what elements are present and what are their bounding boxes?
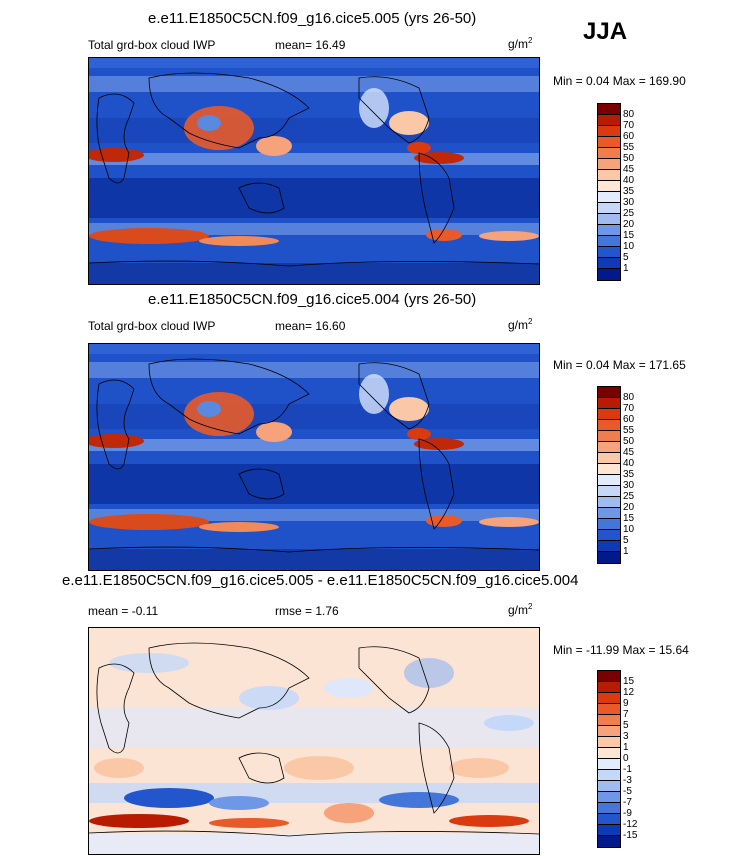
panel1-mean-label: mean= 16.49 bbox=[275, 38, 346, 52]
panel3-cb-tick: 5 bbox=[623, 720, 629, 731]
panel1-cb-tick: 80 bbox=[623, 109, 635, 120]
panel1-variable-label: Total grd-box cloud IWP bbox=[88, 38, 216, 52]
panel1-title: e.e11.E1850C5CN.f09_g16.cice5.005 (yrs 2… bbox=[148, 10, 477, 27]
panel2-cb-tick: 50 bbox=[623, 436, 635, 447]
panel2-cb-tick: 40 bbox=[623, 458, 635, 469]
panel3-minmax: Min = -11.99 Max = 15.64 bbox=[553, 643, 689, 657]
panel3-cb-tick: -15 bbox=[623, 830, 638, 841]
panel2-colorbar bbox=[597, 386, 621, 564]
panel3-cb-tick: -3 bbox=[623, 775, 632, 786]
panel2-mean-label: mean= 16.60 bbox=[275, 319, 346, 333]
panel3-cb-tick: 7 bbox=[623, 709, 629, 720]
panel2-cb-tick: 60 bbox=[623, 414, 635, 425]
panel1-cb-tick: 20 bbox=[623, 219, 635, 230]
panel1-minmax: Min = 0.04 Max = 169.90 bbox=[553, 74, 686, 88]
panel2-cb-tick: 1 bbox=[623, 546, 629, 557]
panel2-cb-tick: 70 bbox=[623, 403, 635, 414]
panel2-cb-tick: 20 bbox=[623, 502, 635, 513]
panel1-cb-tick: 35 bbox=[623, 186, 635, 197]
panel2-map-field bbox=[89, 344, 539, 570]
panel2-variable-label: Total grd-box cloud IWP bbox=[88, 319, 216, 333]
panel3-cb-tick: 15 bbox=[623, 676, 635, 687]
panel1-map bbox=[88, 57, 540, 285]
panel1-cb-tick: 1 bbox=[623, 263, 629, 274]
panel1-cb-tick: 30 bbox=[623, 197, 635, 208]
panel1-cb-tick: 5 bbox=[623, 252, 629, 263]
panel3-cb-tick: -5 bbox=[623, 786, 632, 797]
panel3-cb-tick: 9 bbox=[623, 698, 629, 709]
panel3-units: g/m2 bbox=[508, 602, 533, 617]
panel1-cb-tick: 50 bbox=[623, 153, 635, 164]
panel1-colorbar bbox=[597, 103, 621, 281]
panel2-cb-tick: 15 bbox=[623, 513, 635, 524]
panel2-cb-tick: 5 bbox=[623, 535, 629, 546]
panel3-colorbar bbox=[597, 670, 621, 848]
panel2-cb-tick: 10 bbox=[623, 524, 635, 535]
panel2-cb-tick: 45 bbox=[623, 447, 635, 458]
panel1-cb-tick: 40 bbox=[623, 175, 635, 186]
panel3-cb-tick: -9 bbox=[623, 808, 632, 819]
panel3-cb-tick: -7 bbox=[623, 797, 632, 808]
panel3-rmse-label: rmse = 1.76 bbox=[275, 604, 339, 618]
panel3-cb-tick: 1 bbox=[623, 742, 629, 753]
panel1-cb-tick: 15 bbox=[623, 230, 635, 241]
panel2-title: e.e11.E1850C5CN.f09_g16.cice5.004 (yrs 2… bbox=[148, 291, 477, 308]
panel1-cb-tick: 10 bbox=[623, 241, 635, 252]
panel2-cb-tick: 80 bbox=[623, 392, 635, 403]
panel1-cb-tick: 60 bbox=[623, 131, 635, 142]
panel3-map-field bbox=[89, 628, 539, 854]
panel2-map bbox=[88, 343, 540, 571]
panel2-cb-tick: 35 bbox=[623, 469, 635, 480]
panel2-cb-tick: 30 bbox=[623, 480, 635, 491]
panel3-cb-tick: -12 bbox=[623, 819, 638, 830]
panel1-cb-tick: 45 bbox=[623, 164, 635, 175]
panel1-units: g/m2 bbox=[508, 36, 533, 51]
panel2-units: g/m2 bbox=[508, 317, 533, 332]
panel2-cb-tick: 25 bbox=[623, 491, 635, 502]
panel3-cb-tick: -1 bbox=[623, 764, 632, 775]
panel3-cb-tick: 0 bbox=[623, 753, 629, 764]
panel1-map-field bbox=[89, 58, 539, 284]
panel1-cb-tick: 70 bbox=[623, 120, 635, 131]
panel1-cb-tick: 25 bbox=[623, 208, 635, 219]
panel3-mean-label: mean = -0.11 bbox=[88, 604, 159, 618]
panel2-cb-tick: 55 bbox=[623, 425, 635, 436]
season-label: JJA bbox=[583, 18, 628, 45]
panel3-cb-tick: 3 bbox=[623, 731, 629, 742]
panel3-title: e.e11.E1850C5CN.f09_g16.cice5.005 - e.e1… bbox=[62, 572, 579, 589]
panel3-map bbox=[88, 627, 540, 855]
panel3-cb-tick: 12 bbox=[623, 687, 635, 698]
panel2-minmax: Min = 0.04 Max = 171.65 bbox=[553, 358, 686, 372]
panel1-cb-tick: 55 bbox=[623, 142, 635, 153]
